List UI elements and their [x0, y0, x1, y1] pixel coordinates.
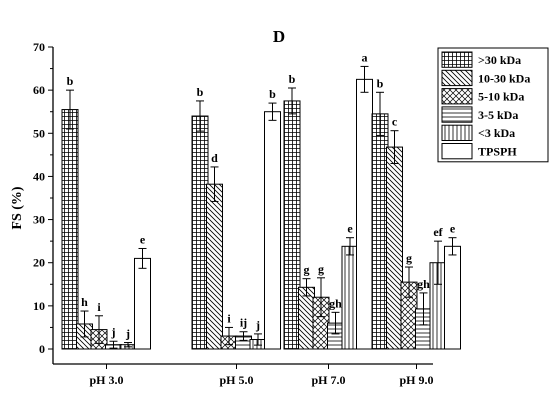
bar	[206, 183, 223, 350]
x-tick-label: pH 3.0	[89, 373, 123, 387]
data-label: g	[406, 251, 412, 265]
legend-label: TPSPH	[478, 145, 517, 159]
chart-title: D	[273, 27, 285, 46]
x-tick-label: pH 5.0	[219, 373, 253, 387]
x-tick-label: pH 7.0	[311, 373, 345, 387]
y-tick-label: 10	[33, 299, 45, 313]
legend-swatch	[441, 51, 473, 68]
data-label: b	[269, 87, 276, 101]
data-label: b	[377, 76, 384, 90]
bar	[341, 245, 359, 350]
data-label: d	[211, 151, 218, 165]
bar	[444, 245, 461, 350]
y-tick-label: 50	[33, 126, 45, 140]
y-tick-label: 70	[33, 40, 45, 54]
data-label: i	[97, 300, 101, 314]
data-label: e	[450, 222, 456, 236]
y-tick-label: 30	[33, 213, 45, 227]
bar	[371, 113, 389, 350]
data-label: e	[140, 232, 146, 246]
legend-label: <3 kDa	[478, 126, 515, 140]
bar	[298, 286, 315, 350]
bar	[356, 78, 373, 350]
data-label: b	[197, 85, 204, 99]
legend-label: 5-10 kDa	[478, 90, 524, 104]
legend-swatch	[441, 88, 473, 105]
legend-label: 10-30 kDa	[478, 71, 530, 85]
y-tick-label: 60	[33, 83, 45, 97]
legend-swatch	[441, 69, 473, 87]
x-tick-label: pH 9.0	[399, 373, 433, 387]
data-label: j	[111, 325, 116, 339]
bar	[264, 111, 281, 350]
data-label: b	[67, 74, 74, 88]
data-label: g	[304, 263, 310, 277]
bar	[134, 257, 151, 350]
data-label: a	[362, 50, 368, 64]
data-label: h	[81, 295, 88, 309]
y-axis-label: FS (%)	[10, 186, 25, 230]
data-label: j	[125, 327, 130, 341]
legend-swatch	[441, 106, 473, 123]
bar	[283, 100, 301, 350]
data-label: g	[318, 262, 324, 276]
data-label: c	[392, 115, 398, 129]
data-label: b	[289, 72, 296, 86]
legend-label: >30 kDa	[478, 53, 521, 67]
legend: >30 kDa 10-30 kDa 5-10 kDa 3-5 kDa <3 kDa TPS…	[437, 47, 549, 163]
legend-swatch	[441, 143, 473, 160]
data-label: j	[255, 318, 260, 332]
data-label: ef	[433, 225, 443, 239]
legend-label: 3-5 kDa	[478, 108, 518, 122]
data-label: gh	[329, 296, 342, 310]
data-label: i	[227, 311, 231, 325]
data-label: ij	[240, 316, 247, 330]
bar	[386, 146, 403, 350]
bar	[61, 109, 79, 350]
data-label: gh	[417, 277, 430, 291]
y-tick-label: 40	[33, 169, 45, 183]
y-tick-label: 20	[33, 256, 45, 270]
y-tick-label: 0	[39, 342, 45, 356]
bar	[191, 115, 209, 350]
data-label: e	[347, 222, 353, 236]
legend-swatch	[441, 124, 473, 141]
